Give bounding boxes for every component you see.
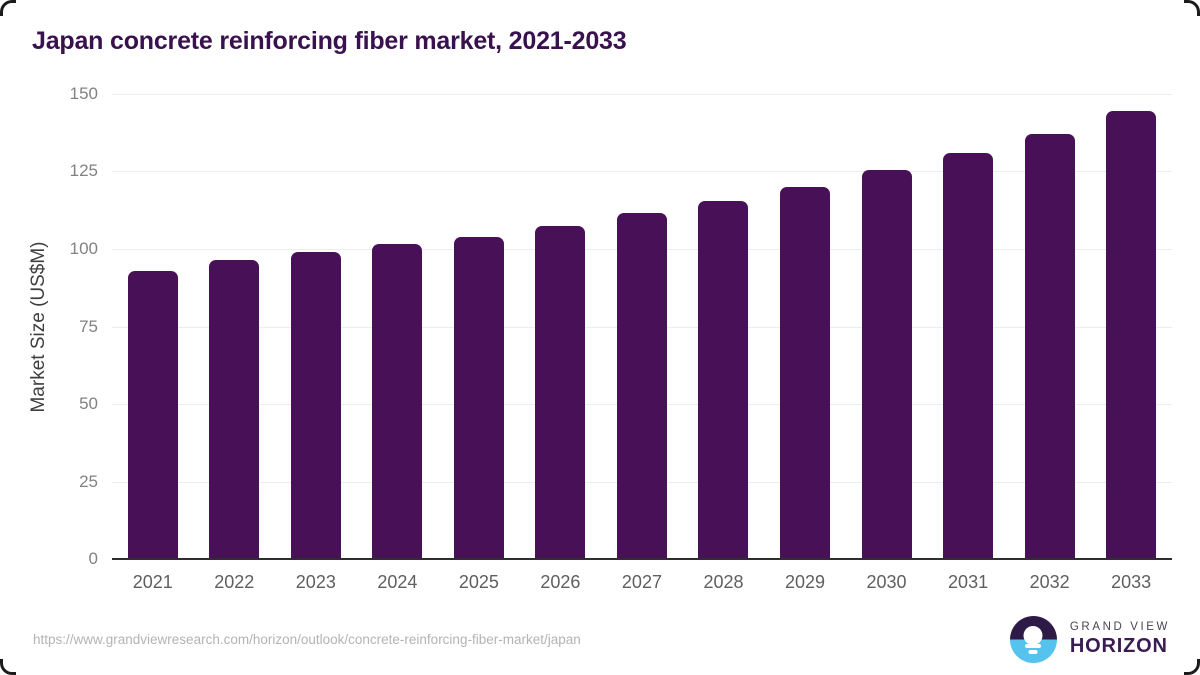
y-tick-label-50: 50 (79, 393, 98, 413)
x-tick-label-2032: 2032 (1029, 572, 1070, 592)
bar-slot-2028 (683, 94, 765, 559)
bar-slot-2032 (1009, 94, 1091, 559)
bars-layer (112, 94, 1172, 559)
frame-corner-bottom-left (0, 659, 16, 675)
x-tick-label-2025: 2025 (458, 572, 499, 592)
bar-2022 (209, 259, 260, 559)
y-tick-label-125: 125 (69, 161, 98, 181)
x-tick-label-2033: 2033 (1111, 572, 1152, 592)
bar-2031 (943, 152, 994, 559)
x-tick-label-2028: 2028 (703, 572, 744, 592)
x-tick-label-2027: 2027 (621, 572, 662, 592)
bar-2028 (698, 200, 749, 559)
gridline-125 (112, 171, 1172, 173)
bar-slot-2024 (357, 94, 439, 559)
chart-title: Japan concrete reinforcing fiber market,… (32, 27, 627, 55)
bar-slot-2031 (927, 94, 1009, 559)
bar-slot-2029 (764, 94, 846, 559)
bar-slot-2021 (112, 94, 194, 559)
x-tick-label-2031: 2031 (948, 572, 989, 592)
x-tick-label-2026: 2026 (540, 572, 581, 592)
bar-slot-2023 (275, 94, 357, 559)
y-tick-label-25: 25 (79, 471, 98, 491)
y-tick-label-100: 100 (69, 238, 98, 258)
y-axis-title: Market Size (US$M) (28, 241, 49, 413)
x-tick-labels: 2021 2022 2023 2024 2025 2026 2027 2028 2029 2030… (112, 559, 1172, 593)
x-tick-label-2024: 2024 (377, 572, 418, 592)
bar-slot-2026 (520, 94, 602, 559)
bar-slot-2030 (846, 94, 928, 559)
plot-area: 0 25 50 75 100 125 150 2021 2022 2023 2024 2025 202… (70, 84, 1172, 592)
bar-slot-2027 (601, 94, 683, 559)
x-tick-label-2022: 2022 (214, 572, 255, 592)
bar-2025 (453, 236, 504, 559)
x-tick-label-2023: 2023 (295, 572, 336, 592)
x-axis-line (112, 558, 1172, 560)
bar-2032 (1024, 134, 1075, 559)
bar-slot-2025 (438, 94, 520, 559)
bar-2030 (861, 169, 912, 559)
bar-slot-2022 (194, 94, 276, 559)
y-tick-label-75: 75 (79, 316, 98, 336)
x-tick-label-2029: 2029 (784, 572, 826, 592)
frame-corner-bottom-right (1184, 659, 1200, 675)
bar-2026 (535, 225, 586, 559)
gridline-150 (112, 94, 1172, 95)
bar-2024 (372, 244, 423, 559)
bar-slot-2033 (1090, 94, 1172, 559)
grand-view-horizon-logo: GRAND VIEW HORIZON (1009, 616, 1170, 663)
bar-2023 (290, 252, 341, 559)
x-tick-label-2030: 2030 (866, 572, 907, 592)
logo-text-horizon: HORIZON (1069, 634, 1168, 657)
x-tick-label-2021: 2021 (132, 572, 173, 592)
bar-2033 (1106, 111, 1157, 559)
frame-corner-top-right (1184, 0, 1200, 16)
y-tick-label-150: 150 (69, 84, 98, 103)
bar-2027 (616, 213, 667, 559)
bar-2029 (780, 187, 831, 559)
y-tick-label-0: 0 (88, 549, 98, 568)
source-url-text: https://www.grandviewresearch.com/horizo… (33, 632, 581, 647)
logo-text-grand-view: GRAND VIEW (1069, 621, 1170, 634)
horizon-sun-icon (1009, 616, 1057, 663)
bar-2021 (127, 270, 178, 559)
frame-corner-top-left (0, 0, 16, 16)
